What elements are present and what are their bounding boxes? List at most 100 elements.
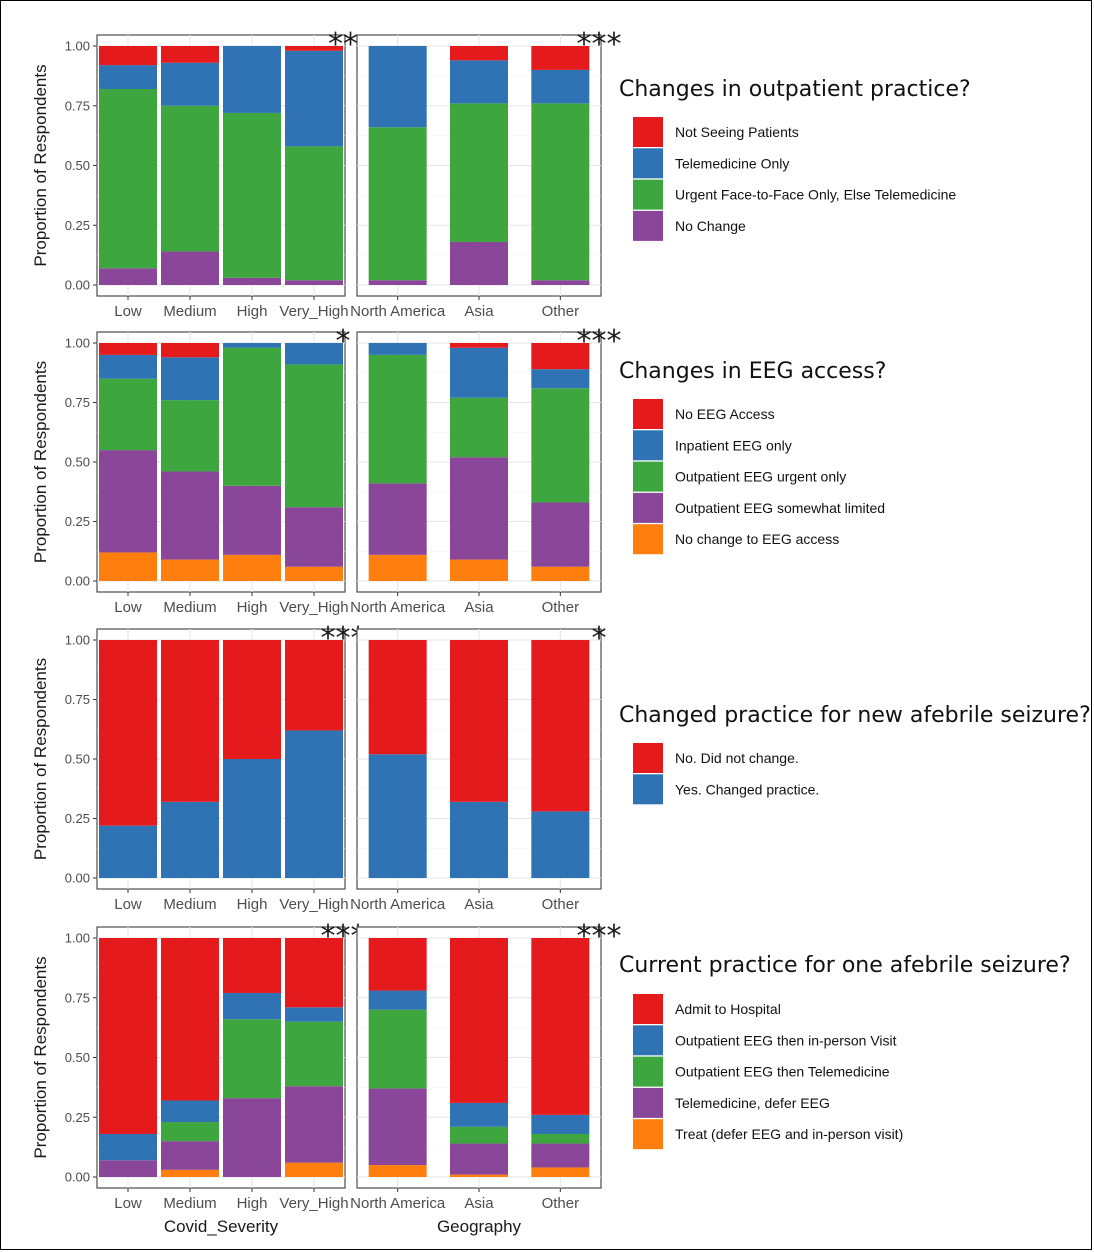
bar-segment-purple [285, 1086, 343, 1163]
bar-segment-orange [531, 566, 590, 581]
x-category-label: Low [114, 1195, 142, 1212]
bar-segment-blue [368, 990, 427, 1010]
bar-segment-orange [161, 559, 219, 581]
bar-segment-red [161, 46, 219, 63]
bar-segment-green [161, 400, 219, 472]
bar-segment-blue [161, 801, 219, 878]
bar-segment-blue [368, 754, 427, 878]
legend-key-purple [633, 1087, 663, 1118]
y-tick-label: 0.25 [65, 218, 90, 233]
legend-key-green [633, 1056, 663, 1087]
legend-label: Not Seeing Patients [675, 124, 799, 140]
bar-segment-orange [285, 1162, 343, 1177]
bar-segment-purple [531, 1143, 590, 1168]
x-category-label: Asia [464, 1195, 494, 1212]
significance-label: * [336, 324, 351, 359]
bar-segment-red [285, 938, 343, 1008]
legend-label: No Change [675, 218, 746, 234]
bar-segment-purple [450, 1143, 508, 1175]
y-tick-label: 1.00 [65, 931, 90, 946]
legend-key-orange [633, 524, 663, 555]
bar-segment-blue [161, 62, 219, 106]
x-category-label: North America [350, 1195, 446, 1212]
bar-segment-red [450, 343, 508, 348]
bar-segment-red [223, 640, 281, 759]
y-tick-label: 0.50 [65, 158, 90, 173]
bar-segment-purple [285, 280, 343, 285]
x-category-label: North America [350, 303, 446, 320]
panel-4-2: *** North America Asia Other Geography [350, 919, 621, 1236]
legend-key-purple [633, 210, 663, 241]
legend-label: Outpatient EEG then in-person Visit [675, 1032, 897, 1048]
bar-segment-purple [450, 457, 508, 560]
y-tick-label: 0.75 [65, 692, 90, 707]
legend-title: Changed practice for new afebrile seizur… [619, 703, 1091, 728]
bar-segment-green [223, 1019, 281, 1099]
bar-segment-blue [223, 46, 281, 113]
bar-segment-green [368, 127, 427, 281]
legend-key-blue [633, 430, 663, 461]
bar-segment-orange [368, 1165, 427, 1177]
legend-key-green [633, 461, 663, 492]
x-category-label: High [237, 1195, 268, 1212]
y-axis-title: Proportion of Respondents [31, 361, 50, 563]
bar-segment-orange [450, 1174, 508, 1177]
bar-segment-blue [531, 369, 590, 389]
bar-segment-red [450, 46, 508, 61]
bar-segment-orange [285, 566, 343, 581]
bar-segment-green [368, 354, 427, 484]
bar-segment-purple [285, 507, 343, 567]
x-category-label: High [237, 303, 268, 320]
legend-title: Current practice for one afebrile seizur… [619, 953, 1071, 978]
legend-key-blue [633, 148, 663, 179]
x-category-label: Medium [163, 303, 216, 320]
legend-key-blue [633, 774, 663, 805]
bar-segment-blue [223, 343, 281, 348]
x-category-label: Medium [163, 599, 216, 616]
y-tick-label: 0.75 [65, 990, 90, 1005]
x-category-label: Other [542, 1195, 580, 1212]
y-tick-label: 0.75 [65, 395, 90, 410]
y-tick-label: 0.75 [65, 98, 90, 113]
bar-segment-purple [223, 1098, 281, 1177]
bar-segment-orange [223, 554, 281, 581]
y-tick-label: 1.00 [65, 633, 90, 648]
bar-segment-red [161, 938, 219, 1101]
legend-key-blue [633, 1025, 663, 1056]
x-category-label: Medium [163, 1195, 216, 1212]
x-category-label: Low [114, 599, 142, 616]
bar-segment-green [285, 146, 343, 281]
legend-3: Changed practice for new afebrile seizur… [619, 703, 1091, 805]
bar-segment-blue [285, 50, 343, 147]
bar-segment-purple [223, 485, 281, 555]
bar-segment-red [161, 640, 219, 802]
legend-label: Yes. Changed practice. [675, 781, 819, 797]
bar-segment-red [161, 343, 219, 358]
bar-segment-purple [161, 471, 219, 560]
bar-segment-red [450, 938, 508, 1103]
bar-segment-blue [531, 69, 590, 104]
x-axis-title: Covid_Severity [164, 1217, 279, 1236]
bar-segment-red [368, 938, 427, 991]
bar-segment-blue [223, 992, 281, 1020]
bar-segment-purple [368, 280, 427, 285]
x-category-label: Low [114, 896, 142, 913]
legend-title: Changes in outpatient practice? [619, 77, 971, 102]
bar-segment-green [285, 364, 343, 508]
x-category-label: Asia [464, 303, 494, 320]
legend-label: No change to EEG access [675, 531, 839, 547]
bar-segment-red [99, 46, 157, 66]
bar-segment-blue [223, 759, 281, 878]
bar-segment-blue [285, 730, 343, 878]
legend-key-red [633, 743, 663, 773]
y-tick-label: 0.00 [65, 574, 90, 589]
significance-label: ** [328, 27, 358, 62]
bar-segment-green [161, 105, 219, 252]
bar-segment-green [223, 347, 281, 486]
legend-key-green [633, 179, 663, 210]
bar-segment-green [531, 103, 590, 281]
legend-label: Outpatient EEG somewhat limited [675, 500, 885, 516]
legend-label: No EEG Access [675, 406, 775, 422]
significance-label: * [592, 621, 607, 656]
